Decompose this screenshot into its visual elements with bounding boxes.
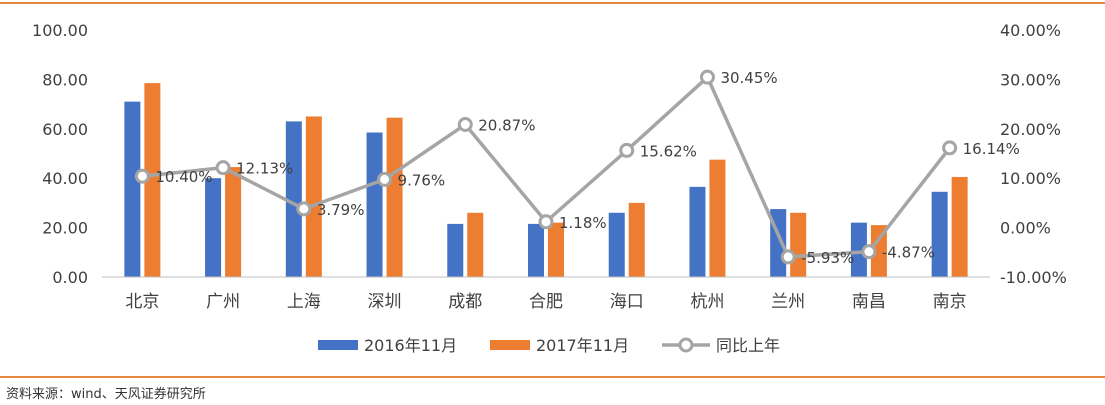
bottom-rule xyxy=(0,376,1105,378)
bar-2017 xyxy=(548,222,564,277)
x-tick-label: 杭州 xyxy=(690,292,724,312)
yoy-data-label: 1.18% xyxy=(559,214,607,232)
yoy-point xyxy=(457,117,473,133)
bar-2017 xyxy=(386,117,403,277)
bar-2017 xyxy=(870,225,887,277)
left-tick-label: 40.00 xyxy=(42,169,88,188)
bar-2016 xyxy=(285,121,302,277)
x-tick-label: 成都 xyxy=(448,292,482,312)
left-tick-label: 60.00 xyxy=(42,120,88,139)
bar-2017 xyxy=(628,202,645,277)
x-tick-label: 兰州 xyxy=(771,292,805,312)
yoy-point xyxy=(377,171,393,187)
line-series: 10.40% 12.13% 3.79% 9.76% 20.87% 1.18% 15.62% 3… xyxy=(134,69,1020,267)
bar-2016 xyxy=(850,222,867,277)
x-tick-label: 海口 xyxy=(610,292,644,312)
x-tick-label: 南昌 xyxy=(852,292,886,312)
bar-2016 xyxy=(205,178,222,277)
bar-2017 xyxy=(951,176,968,277)
yoy-point xyxy=(296,201,312,217)
bar-2016 xyxy=(608,212,625,277)
yoy-point xyxy=(780,249,796,265)
left-tick-label: 80.00 xyxy=(42,70,88,89)
yoy-point xyxy=(861,244,877,260)
right-tick-label: -10.00% xyxy=(1000,268,1067,287)
yoy-data-label: 30.45% xyxy=(720,69,777,87)
left-axis: 0.00 20.00 40.00 60.00 80.00 100.00 xyxy=(32,21,88,287)
yoy-data-label: 16.14% xyxy=(963,140,1020,158)
yoy-data-label: 20.87% xyxy=(478,117,535,135)
legend-swatch-2017 xyxy=(490,340,530,350)
x-tick-label: 北京 xyxy=(125,292,159,312)
yoy-point xyxy=(538,214,554,230)
right-tick-label: 30.00% xyxy=(1000,70,1061,89)
bar-2017 xyxy=(225,167,242,277)
yoy-data-label: 15.62% xyxy=(640,142,697,160)
top-rule xyxy=(0,2,1105,4)
x-tick-labels: 北京 广州 上海 深圳 成都 合肥 海口 杭州 兰州 南昌 南京 xyxy=(125,292,966,312)
x-tick-label: 广州 xyxy=(206,292,240,312)
yoy-data-label: 9.76% xyxy=(398,171,446,189)
yoy-point xyxy=(619,142,635,158)
yoy-data-label: 12.13% xyxy=(236,160,293,178)
bar-2016 xyxy=(124,101,141,277)
bar-2016 xyxy=(366,132,383,277)
bar-2017 xyxy=(467,212,484,277)
source-note: 资料来源：wind、天风证券研究所 xyxy=(6,387,206,402)
bar-2017 xyxy=(790,212,807,277)
right-tick-label: 20.00% xyxy=(1000,120,1061,139)
legend-label-2016: 2016年11月 xyxy=(364,336,457,355)
yoy-data-label: -5.93% xyxy=(801,249,854,267)
legend-label-yoy: 同比上年 xyxy=(716,336,780,355)
left-tick-label: 20.00 xyxy=(42,219,88,238)
yoy-point xyxy=(942,140,958,156)
legend-marker-yoy xyxy=(678,337,694,353)
yoy-point xyxy=(215,160,231,176)
x-tick-label: 南京 xyxy=(933,292,967,312)
legend-swatch-2016 xyxy=(318,340,358,350)
yoy-data-label: -4.87% xyxy=(882,244,935,262)
right-tick-label: 40.00% xyxy=(1000,21,1061,40)
right-axis: -10.00% 0.00% 10.00% 20.00% 30.00% 40.00% xyxy=(1000,21,1067,287)
left-tick-label: 0.00 xyxy=(52,268,88,287)
legend-label-2017: 2017年11月 xyxy=(536,336,629,355)
x-tick-label: 深圳 xyxy=(368,292,402,312)
yoy-point xyxy=(134,168,150,184)
bar-2017 xyxy=(709,159,726,277)
bar-line-chart: 0.00 20.00 40.00 60.00 80.00 100.00 -10.00% 0.… xyxy=(32,21,1067,355)
bar-2016 xyxy=(689,186,706,277)
left-tick-label: 100.00 xyxy=(32,21,88,40)
right-tick-label: 0.00% xyxy=(1000,219,1051,238)
legend: 2016年11月 2017年11月 同比上年 xyxy=(318,336,780,355)
bar-2016 xyxy=(528,223,544,277)
x-tick-label: 上海 xyxy=(287,292,321,312)
bar-2016 xyxy=(931,191,948,277)
bars xyxy=(124,83,968,277)
bar-2017 xyxy=(144,83,161,277)
x-tick-label: 合肥 xyxy=(529,292,563,312)
bar-2016 xyxy=(447,223,464,277)
bar-2017 xyxy=(305,116,322,277)
yoy-data-label: 10.40% xyxy=(155,168,212,186)
yoy-point xyxy=(699,69,715,85)
yoy-data-label: 3.79% xyxy=(317,201,365,219)
right-tick-label: 10.00% xyxy=(1000,169,1061,188)
